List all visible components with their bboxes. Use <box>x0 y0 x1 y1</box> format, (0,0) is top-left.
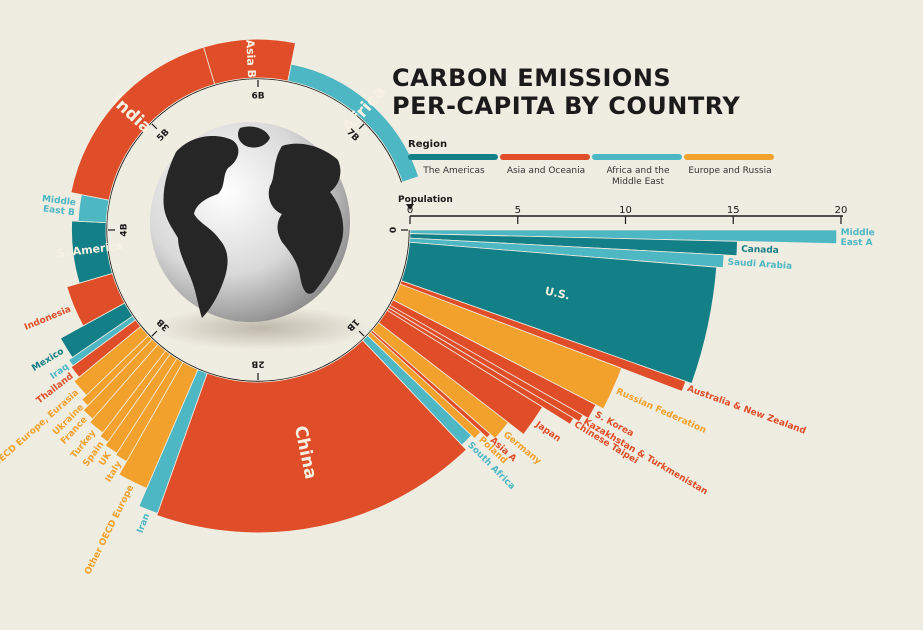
label-iran: Iran <box>135 512 152 535</box>
population-tick <box>151 123 158 130</box>
legend-title: Region <box>408 139 447 150</box>
bar-italy <box>115 357 184 462</box>
bar-u-s <box>400 241 718 385</box>
bar-iran <box>138 369 208 514</box>
value-tick-label: 15 <box>727 205 740 216</box>
bar-mexico <box>59 302 134 359</box>
bar-iraq <box>68 315 137 367</box>
value-axis-arrow-icon <box>406 204 414 210</box>
population-tick-label: 4B <box>120 223 130 236</box>
label-canada: Canada <box>741 244 779 255</box>
globe-landmass-africa-europe <box>268 143 344 294</box>
legend-label-europe-and-russia: Europe and Russia <box>688 166 771 176</box>
bar-japan <box>377 309 544 435</box>
legend-swatch-africa-and-the-middle-east <box>592 154 682 160</box>
globe-shadow <box>152 306 372 350</box>
label-u-s: U.S. <box>544 284 571 302</box>
population-tick-label: 5B <box>155 127 171 143</box>
value-axis-label: Population <box>398 195 453 205</box>
legend-label-asia-and-oceania: Asia and Oceania <box>507 166 585 176</box>
legend-label-africa-and-the-middle-east: Africa and the Middle East <box>606 166 670 187</box>
legend: Region The Americas Asia and Oceania Afric… <box>408 139 774 187</box>
bar-kazakhstan-turkmenistan <box>387 304 584 423</box>
label-other-oecd-europe: Other OECD Europe <box>83 483 136 576</box>
legend-swatch-asia-and-oceania <box>500 154 590 160</box>
bar-poland <box>366 331 482 440</box>
bar-germany <box>371 322 509 440</box>
chart-title-line-2: PER-CAPITA BY COUNTRY <box>392 92 740 120</box>
bar-spain <box>99 350 171 443</box>
bar-australia-new-zealand <box>399 280 687 392</box>
population-tick <box>358 123 365 130</box>
legend-label-the-americas: The Americas <box>422 166 485 176</box>
bar-other-oecd-europe <box>118 361 199 489</box>
globe-landmass-greenland <box>238 126 270 148</box>
legend-swatch-europe-and-russia <box>684 154 774 160</box>
bar-thailand <box>70 319 142 378</box>
bar-asia-a <box>370 329 491 439</box>
label-asia-b: Asia B <box>243 39 258 78</box>
bar-indonesia <box>66 272 126 327</box>
bar-other-non-oecd-europe-eurasia <box>73 325 150 396</box>
chart-title-line-1: CARBON EMISSIONS <box>392 64 671 92</box>
label-middle-east-b: MiddleEast B <box>40 194 76 218</box>
label-saudi-arabia: Saudi Arabia <box>727 257 792 271</box>
bar-france <box>82 338 159 420</box>
bar-canada <box>409 233 738 257</box>
bar-ukraine <box>81 334 153 407</box>
legend-swatch-the-americas <box>408 154 498 160</box>
population-tick-label: 0 <box>387 227 397 233</box>
value-tick-label: 10 <box>619 205 632 216</box>
bar-turkey <box>89 343 167 434</box>
globe-illustration <box>150 122 372 350</box>
bar-saudi-arabia <box>409 237 725 269</box>
population-tick <box>358 330 365 337</box>
value-tick-label: 0 <box>407 205 413 216</box>
bar-china <box>156 339 467 534</box>
bar-chinese-taipei <box>386 307 575 425</box>
bar-africa <box>287 63 420 183</box>
label-indonesia: Indonesia <box>23 304 72 332</box>
label-japan: Japan <box>533 419 563 444</box>
value-tick-label: 20 <box>835 205 848 216</box>
population-tick <box>151 330 158 337</box>
bar-russian-federation <box>392 283 623 410</box>
bar-asia-b <box>203 38 296 85</box>
bar-s-korea <box>389 299 597 420</box>
bar-s-america <box>71 220 113 284</box>
bar-middle-east-a <box>409 229 838 245</box>
population-tick-label: 6B <box>251 92 264 102</box>
globe-landmass-americas <box>163 136 239 318</box>
label-middle-east-a: MiddleEast A <box>841 227 875 247</box>
bar-uk <box>104 353 178 454</box>
population-tick-label: 2B <box>251 359 264 369</box>
value-tick-label: 5 <box>515 205 521 216</box>
